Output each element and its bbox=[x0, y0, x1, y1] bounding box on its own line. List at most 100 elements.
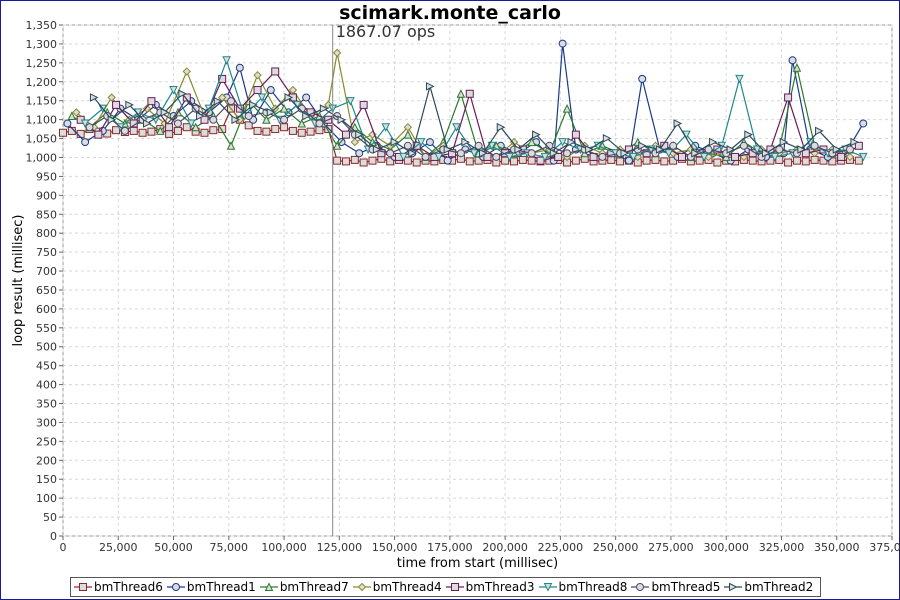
y-tick-label: 1,250 bbox=[26, 57, 58, 70]
data-point bbox=[262, 127, 271, 136]
y-tick-label: 1,100 bbox=[26, 114, 58, 127]
data-point bbox=[302, 111, 311, 121]
data-point bbox=[271, 67, 280, 76]
data-point bbox=[845, 152, 855, 162]
data-point bbox=[350, 137, 360, 147]
data-point bbox=[651, 155, 660, 164]
data-point bbox=[607, 155, 616, 164]
data-point bbox=[160, 108, 170, 117]
data-point bbox=[571, 156, 580, 165]
data-point bbox=[377, 149, 386, 158]
data-point bbox=[129, 126, 138, 135]
data-point bbox=[801, 157, 810, 166]
data-point bbox=[79, 583, 87, 591]
data-point bbox=[403, 156, 412, 165]
y-tick-label: 1,050 bbox=[26, 133, 58, 146]
data-point bbox=[218, 125, 227, 134]
legend-label: bmThread7 bbox=[279, 580, 349, 594]
x-tick-label: 225,000 bbox=[538, 541, 584, 554]
data-point bbox=[563, 149, 572, 158]
y-tick-label: 750 bbox=[36, 246, 57, 259]
y-tick-label: 200 bbox=[36, 454, 57, 467]
data-point bbox=[191, 104, 200, 113]
x-tick-label: 175,000 bbox=[427, 541, 473, 554]
data-point bbox=[629, 152, 638, 162]
data-point bbox=[89, 93, 99, 102]
data-point bbox=[527, 156, 536, 165]
data-point bbox=[850, 137, 860, 147]
y-tick-label: 450 bbox=[36, 360, 57, 373]
x-tick-label: 275,000 bbox=[648, 541, 694, 554]
y-tick-label: 1,000 bbox=[26, 151, 58, 164]
data-point bbox=[266, 108, 276, 117]
y-tick-label: 900 bbox=[36, 189, 57, 202]
data-point bbox=[421, 152, 430, 161]
x-tick-label: 250,000 bbox=[593, 541, 639, 554]
data-point bbox=[359, 158, 368, 167]
data-point bbox=[514, 145, 524, 154]
y-tick-label: 0 bbox=[50, 530, 57, 543]
data-point bbox=[598, 152, 607, 161]
data-point bbox=[165, 129, 174, 138]
data-point bbox=[355, 149, 364, 158]
data-point bbox=[284, 93, 294, 102]
data-point bbox=[182, 93, 191, 102]
data-point bbox=[567, 137, 577, 147]
x-tick-label: 300,000 bbox=[703, 541, 749, 554]
data-point bbox=[173, 119, 182, 128]
y-tick-label: 250 bbox=[36, 435, 57, 448]
data-point bbox=[784, 93, 793, 102]
y-tick-label: 1,150 bbox=[26, 95, 58, 108]
legend-swatch bbox=[352, 582, 371, 592]
data-point bbox=[297, 128, 306, 137]
data-point bbox=[297, 118, 307, 128]
data-point bbox=[837, 152, 846, 161]
legend-swatch bbox=[631, 583, 650, 591]
data-point bbox=[182, 67, 192, 76]
data-point bbox=[554, 152, 563, 161]
data-point bbox=[346, 97, 355, 106]
data-point bbox=[452, 123, 461, 132]
data-point bbox=[403, 122, 413, 132]
data-point bbox=[602, 134, 612, 143]
data-point bbox=[107, 115, 117, 125]
y-tick-label: 650 bbox=[36, 284, 57, 297]
data-point bbox=[450, 583, 459, 591]
data-point bbox=[810, 141, 819, 150]
data-point bbox=[792, 63, 802, 72]
data-point bbox=[169, 86, 178, 95]
data-point bbox=[655, 145, 665, 154]
data-point bbox=[324, 125, 333, 134]
data-point bbox=[279, 104, 289, 113]
data-point bbox=[726, 145, 736, 154]
data-point bbox=[788, 56, 797, 65]
data-point bbox=[448, 149, 457, 158]
data-point bbox=[381, 123, 391, 132]
x-tick-label: 350,000 bbox=[814, 541, 860, 554]
x-tick-label: 325,000 bbox=[759, 541, 805, 554]
data-point bbox=[173, 126, 182, 135]
data-point bbox=[505, 152, 514, 162]
data-point bbox=[434, 152, 444, 162]
data-point bbox=[112, 126, 121, 135]
data-point bbox=[425, 138, 434, 147]
legend-swatch bbox=[166, 583, 185, 591]
legend-item-bmThread5: bmThread5 bbox=[631, 580, 720, 594]
data-point bbox=[63, 119, 72, 128]
data-point bbox=[186, 119, 196, 129]
data-point bbox=[341, 130, 350, 139]
plot-area bbox=[62, 24, 893, 537]
data-point bbox=[94, 130, 103, 139]
data-point bbox=[677, 152, 686, 161]
legend-item-bmThread8: bmThread8 bbox=[538, 580, 627, 594]
data-point bbox=[858, 152, 868, 162]
data-point bbox=[200, 115, 209, 124]
legend-item-bmThread6: bmThread6 bbox=[74, 580, 163, 594]
y-tick-label: 150 bbox=[36, 473, 57, 486]
y-tick-label: 300 bbox=[36, 416, 57, 429]
y-tick-label: 500 bbox=[36, 341, 57, 354]
data-point bbox=[315, 126, 324, 135]
data-point bbox=[527, 137, 536, 147]
data-point bbox=[222, 56, 231, 65]
data-point bbox=[350, 155, 359, 164]
